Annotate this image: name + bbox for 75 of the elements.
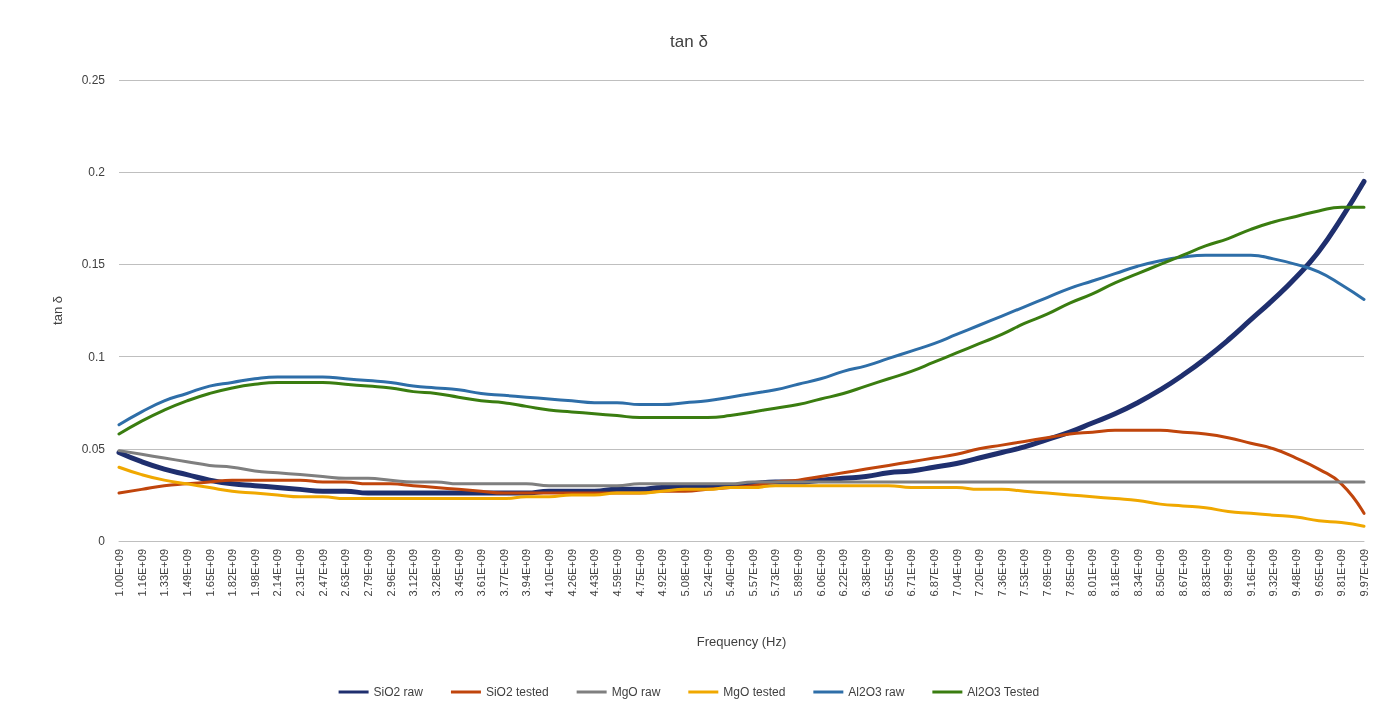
x-tick-label: 8.50E+09: [1154, 549, 1167, 597]
x-tick-label: 7.69E+09: [1041, 549, 1054, 597]
x-tick-label: 8.01E+09: [1086, 549, 1099, 597]
y-tick-label: 0.2: [88, 165, 106, 180]
x-tick-label: 7.85E+09: [1063, 549, 1076, 597]
x-tick-label: 9.16E+09: [1244, 549, 1257, 597]
y-tick-label: 0.15: [81, 257, 106, 272]
x-tick-label: 4.75E+09: [633, 549, 646, 597]
x-tick-label: 3.12E+09: [407, 549, 420, 597]
x-tick-label: 2.63E+09: [339, 549, 352, 597]
x-tick-label: 2.96E+09: [384, 549, 397, 597]
x-tick-label: 5.73E+09: [769, 549, 782, 597]
y-tick-label: 0: [98, 534, 106, 548]
legend-label: MgO tested: [723, 685, 786, 699]
x-tick-label: 5.57E+09: [746, 549, 759, 597]
line-series: [117, 465, 1366, 528]
x-tick-label: 6.22E+09: [837, 549, 850, 597]
x-tick-label: 3.94E+09: [520, 549, 533, 597]
x-tick-label: 3.61E+09: [475, 549, 488, 597]
x-tick-label: 3.45E+09: [452, 549, 465, 597]
line-series: [117, 449, 1366, 488]
x-tick-label: 4.92E+09: [656, 549, 669, 597]
x-axis-title: Frequency (Hz): [696, 634, 787, 649]
x-tick-label: 3.28E+09: [429, 549, 442, 597]
x-tick-label: 5.89E+09: [792, 549, 805, 597]
chart-title: tan δ: [670, 32, 708, 51]
line-series: [117, 253, 1366, 427]
x-tick-label: 6.71E+09: [905, 549, 918, 597]
x-tick-label: 8.83E+09: [1199, 549, 1212, 597]
x-tick-label: 6.06E+09: [814, 549, 827, 597]
legend-label: SiO2 raw: [373, 685, 424, 699]
x-tick-label: 1.00E+09: [113, 549, 125, 597]
y-tick-label: 0.1: [88, 349, 106, 364]
x-tick-label: 7.36E+09: [995, 549, 1008, 597]
x-tick-label: 7.53E+09: [1018, 549, 1031, 597]
x-tick-label: 2.14E+09: [271, 549, 284, 597]
x-tick-label: 2.79E+09: [362, 549, 374, 597]
y-axis-title: tan δ: [50, 296, 65, 325]
legend-label: MgO raw: [611, 685, 661, 699]
x-tick-label: 7.04E+09: [950, 549, 963, 597]
x-tick-label: 1.49E+09: [180, 549, 193, 597]
legend-label: SiO2 tested: [485, 685, 549, 699]
x-tick-label: 2.31E+09: [294, 549, 307, 597]
y-tick-label: 0.25: [81, 73, 106, 87]
x-tick-label: 4.43E+09: [588, 549, 601, 597]
legend-label: Al2O3 raw: [848, 685, 905, 699]
x-tick-label: 5.40E+09: [724, 549, 737, 597]
x-tick-label: 8.67E+09: [1176, 549, 1189, 597]
x-tick-label: 6.87E+09: [927, 549, 940, 597]
x-tick-label: 4.10E+09: [543, 549, 556, 597]
x-tick-label: 4.26E+09: [565, 549, 578, 597]
x-tick-label: 1.65E+09: [203, 549, 216, 597]
x-tick-label: 4.59E+09: [611, 549, 623, 597]
x-tick-label: 9.32E+09: [1267, 549, 1280, 597]
x-tick-label: 6.55E+09: [882, 549, 895, 597]
x-tick-label: 7.20E+09: [973, 549, 986, 597]
x-tick-label: 3.77E+09: [497, 549, 510, 597]
x-tick-label: 8.99E+09: [1222, 549, 1235, 597]
x-tick-label: 5.24E+09: [701, 549, 714, 597]
legend-label: Al2O3 Tested: [967, 685, 1040, 699]
x-tick-label: 9.48E+09: [1290, 549, 1303, 597]
x-tick-label: 1.16E+09: [135, 549, 148, 597]
x-tick-label: 1.82E+09: [226, 549, 239, 597]
x-tick-label: 9.65E+09: [1312, 549, 1325, 597]
x-tick-label: 8.18E+09: [1109, 549, 1121, 597]
x-tick-label: 9.81E+09: [1335, 549, 1348, 597]
x-tick-label: 1.98E+09: [248, 549, 261, 597]
x-tick-label: 9.97E+09: [1358, 549, 1370, 597]
x-tick-label: 1.33E+09: [158, 549, 171, 597]
line-series: [117, 205, 1366, 436]
x-tick-label: 5.08E+09: [678, 549, 691, 597]
y-tick-label: 0.05: [81, 441, 106, 456]
x-tick-label: 2.47E+09: [316, 549, 329, 597]
x-tick-label: 8.34E+09: [1131, 549, 1144, 597]
x-tick-label: 6.38E+09: [860, 549, 872, 597]
